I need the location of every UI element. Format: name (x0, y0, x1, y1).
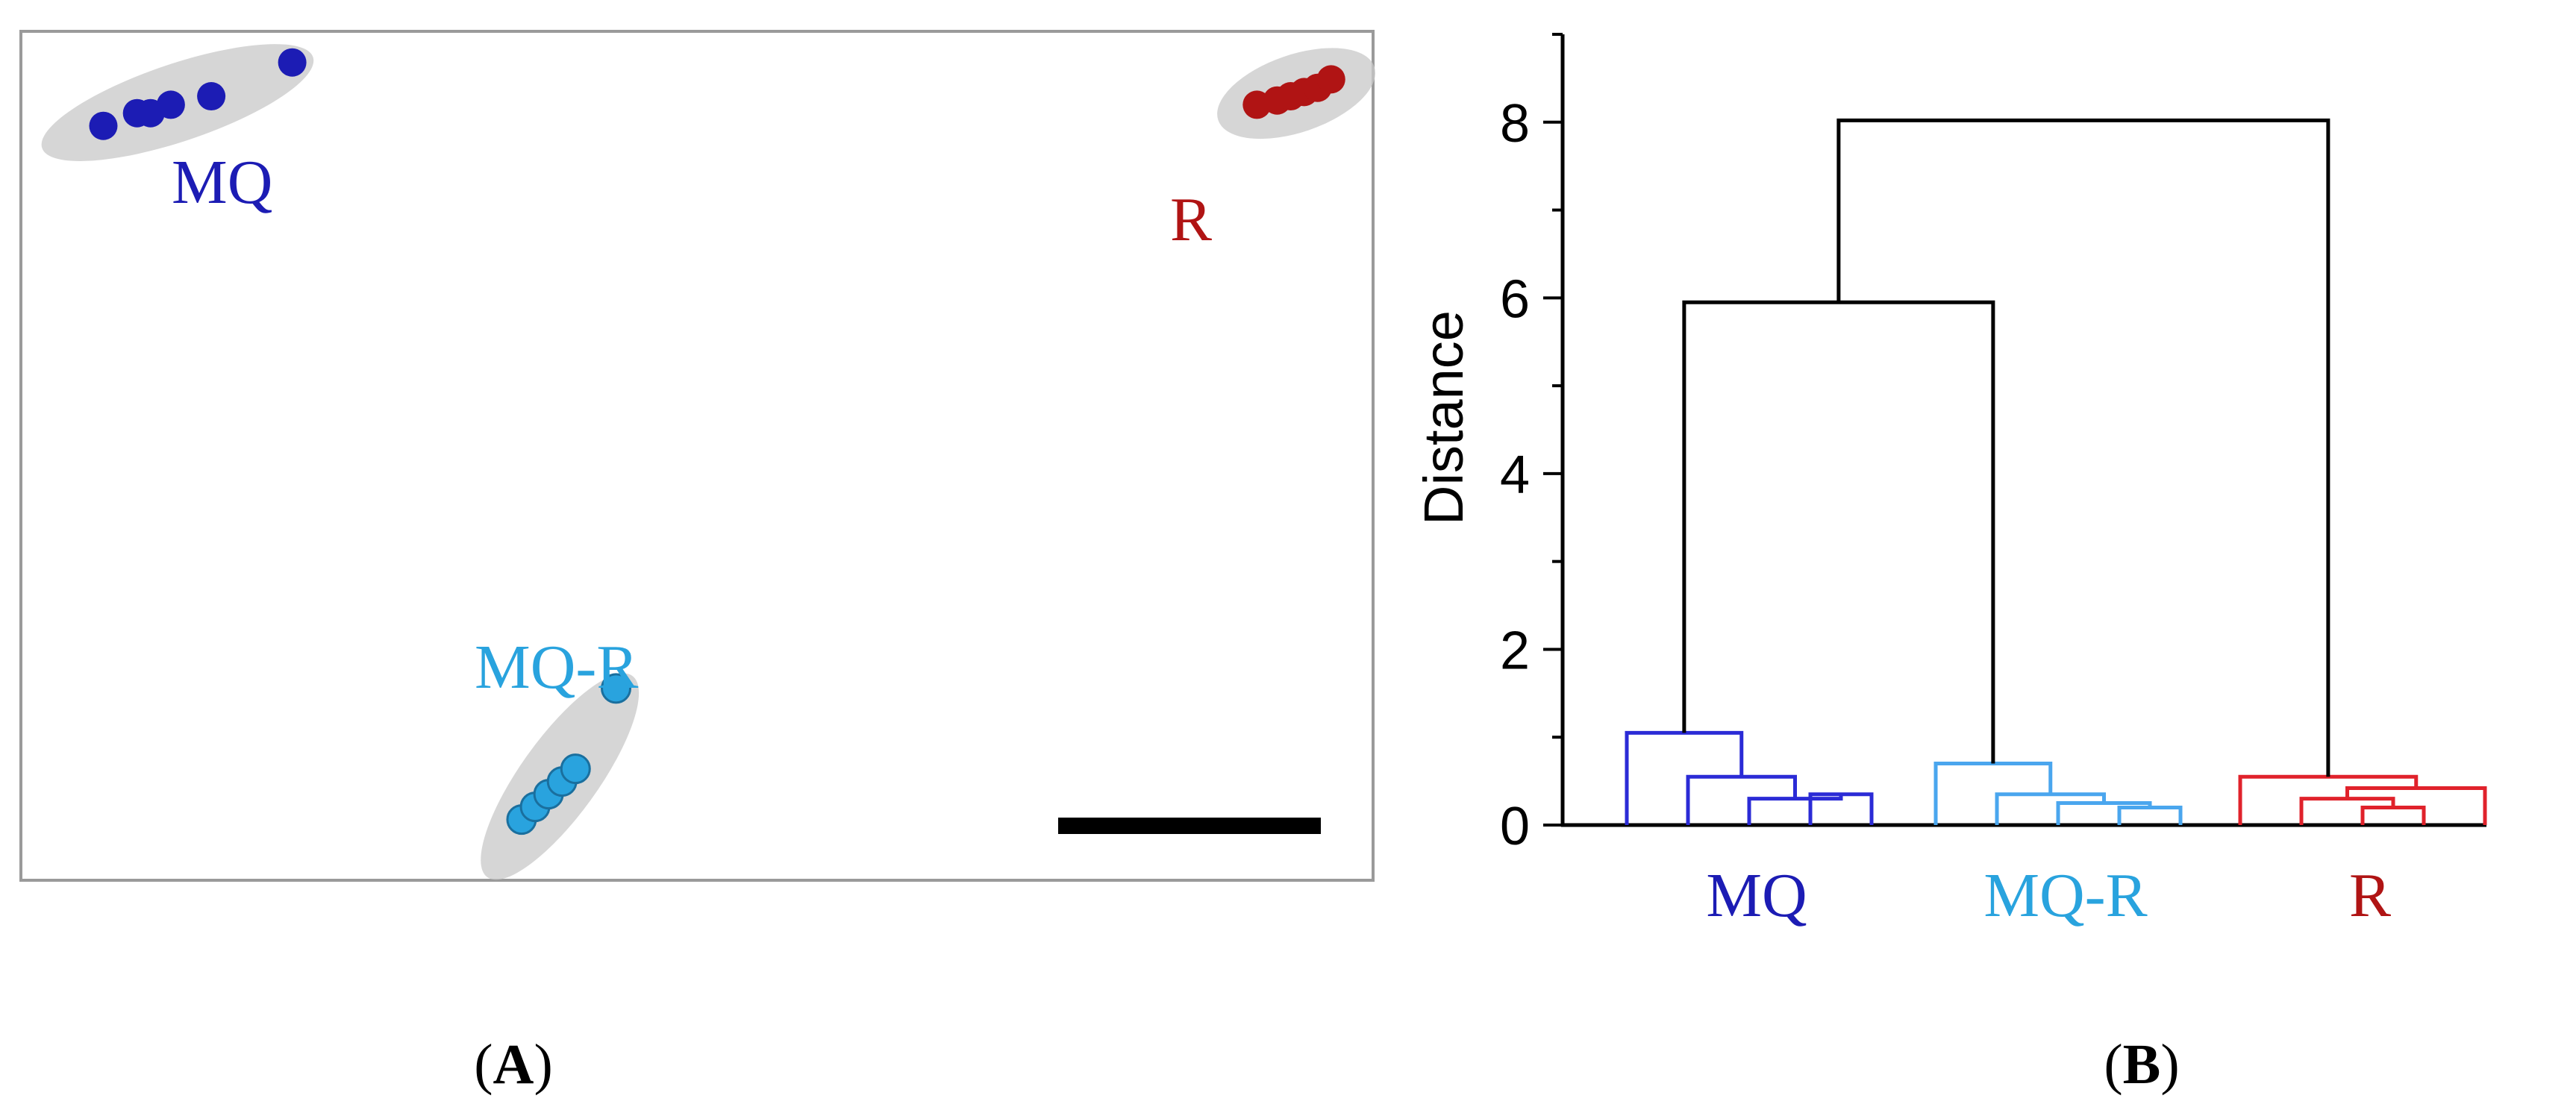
dendro-branch-mq-r-2 (1995, 792, 2106, 825)
leaf-group-label-mq-r: MQ-R (1983, 861, 2147, 930)
point-mq-3 (156, 90, 185, 119)
leaf-group-label-mq: MQ (1706, 861, 1807, 930)
dendrogram-branches (1625, 118, 2487, 825)
point-mq-4 (197, 82, 226, 111)
dendro-branch-mq-r-1 (2056, 801, 2152, 825)
panel-letter-a: A (493, 1033, 534, 1096)
scatter-points (89, 48, 1345, 835)
dendro-branch-r-0 (2360, 805, 2426, 825)
point-mq-r-4 (560, 753, 591, 785)
panel-a-frame (19, 30, 1375, 882)
dendro-branch-top-0 (1682, 300, 1995, 764)
point-r-5 (1316, 65, 1345, 94)
dendro-branch-mq-1 (1747, 794, 1843, 825)
group-label-mq-r: MQ-R (475, 633, 638, 702)
dendro-branch-r-1 (2299, 797, 2395, 825)
panel-letter-b: B (2123, 1033, 2161, 1096)
panel-caption-b: (B) (2104, 1033, 2179, 1096)
y-tick-label-6: 6 (1500, 269, 1530, 329)
point-mq-0 (89, 111, 118, 140)
dendro-branch-r-3 (2238, 774, 2419, 825)
y-axis-label: Distance (1413, 310, 1475, 525)
leaf-group-label-r: R (2349, 861, 2391, 930)
dendro-branch-mq-3 (1625, 730, 1744, 825)
y-axis-ticks: 0 2 4 6 8 (1500, 33, 1563, 856)
dendro-branch-top-1 (1836, 118, 2330, 777)
point-mq-r-5 (601, 673, 632, 704)
group-label-mq: MQ (172, 148, 272, 217)
y-tick-label-4: 4 (1500, 445, 1530, 505)
dendro-branch-mq-2 (1686, 774, 1797, 825)
group-label-r: R (1170, 185, 1212, 254)
dendro-branch-mq-r-0 (2117, 805, 2183, 825)
panel-a-scatter: MQ R MQ-R (19, 30, 1375, 882)
y-tick-label-0: 0 (1500, 797, 1530, 856)
panel-b-dendrogram: 0 2 4 6 8 Distance MQ MQ-R R (1413, 33, 2487, 930)
y-tick-label-8: 8 (1500, 94, 1530, 154)
panel-caption-a: (A) (474, 1033, 553, 1096)
point-mq-5 (278, 48, 307, 77)
scale-bar (1058, 818, 1321, 834)
dendro-branch-mq-r-3 (1933, 762, 2053, 825)
y-tick-label-2: 2 (1500, 621, 1530, 680)
